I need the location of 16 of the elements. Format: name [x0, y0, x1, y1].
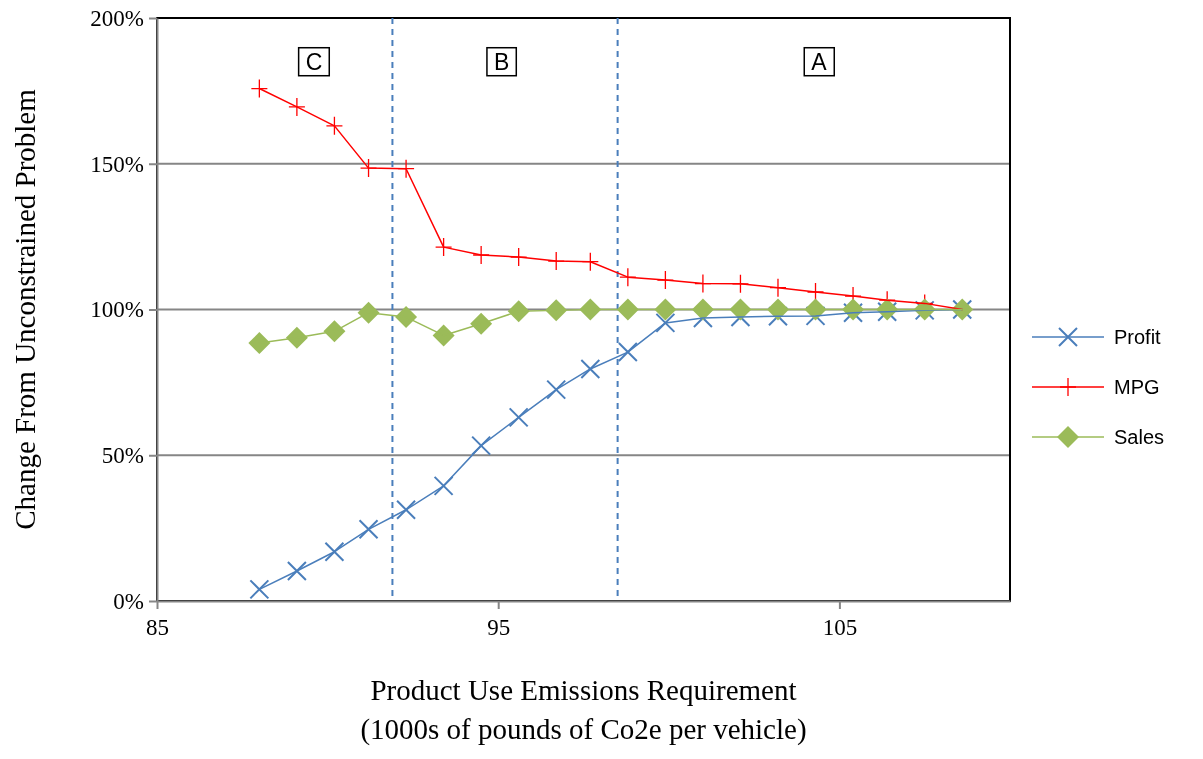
legend-label: Profit [1114, 326, 1162, 348]
y-axis-title: Change From Unconstrained Problem [9, 88, 41, 530]
y-tick-label: 50% [101, 443, 144, 469]
y-tick-label: 0% [113, 588, 144, 614]
y-tick-label: 100% [90, 297, 144, 323]
legend-label: Sales [1114, 426, 1165, 448]
annotation: A [811, 48, 828, 75]
x-axis-title: Product Use Emissions Requirement (1000s of pounds of Co2e per vehicle) [360, 674, 807, 746]
y-tick-label: 200% [90, 5, 144, 31]
annotation: C [305, 48, 323, 75]
x-tick-label: 95 [487, 615, 511, 640]
x-tick-label: 105 [822, 615, 858, 640]
x-tick-label: 85 [146, 615, 169, 640]
annotation: B [493, 48, 510, 75]
y-tick-label: 150% [90, 151, 144, 177]
legend-label: MPG [1114, 376, 1160, 398]
